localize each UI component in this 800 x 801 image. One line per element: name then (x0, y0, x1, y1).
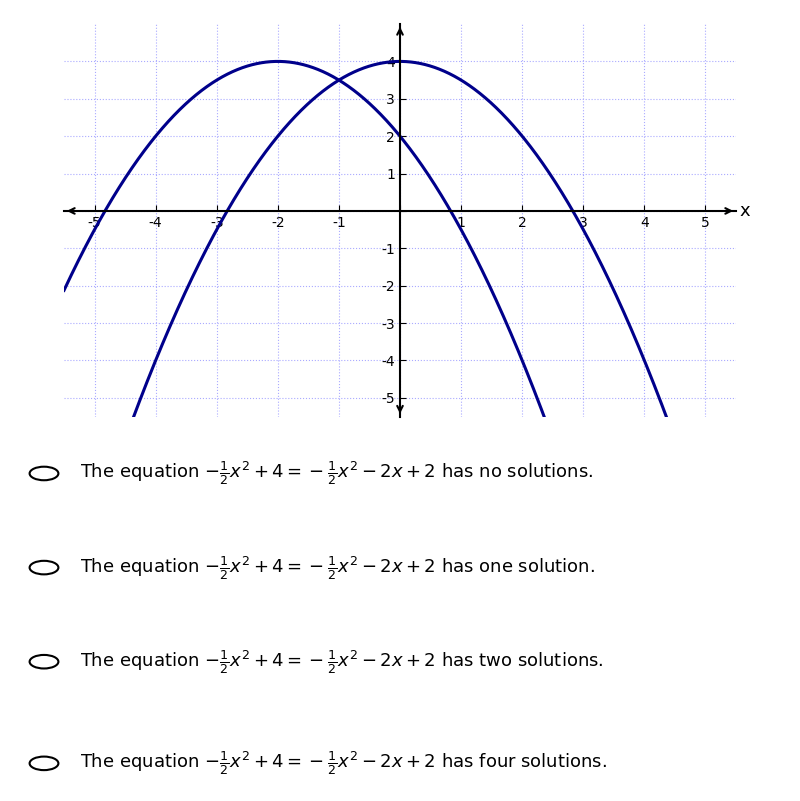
Text: The equation $-\frac{1}{2}x^2+4=-\frac{1}{2}x^2-2x+2$ has four solutions.: The equation $-\frac{1}{2}x^2+4=-\frac{1… (80, 750, 607, 777)
Text: x: x (739, 202, 750, 220)
Text: The equation $-\frac{1}{2}x^2+4=-\frac{1}{2}x^2-2x+2$ has no solutions.: The equation $-\frac{1}{2}x^2+4=-\frac{1… (80, 460, 594, 487)
Text: The equation $-\frac{1}{2}x^2+4=-\frac{1}{2}x^2-2x+2$ has one solution.: The equation $-\frac{1}{2}x^2+4=-\frac{1… (80, 553, 595, 582)
Text: The equation $-\frac{1}{2}x^2+4=-\frac{1}{2}x^2-2x+2$ has two solutions.: The equation $-\frac{1}{2}x^2+4=-\frac{1… (80, 648, 604, 675)
